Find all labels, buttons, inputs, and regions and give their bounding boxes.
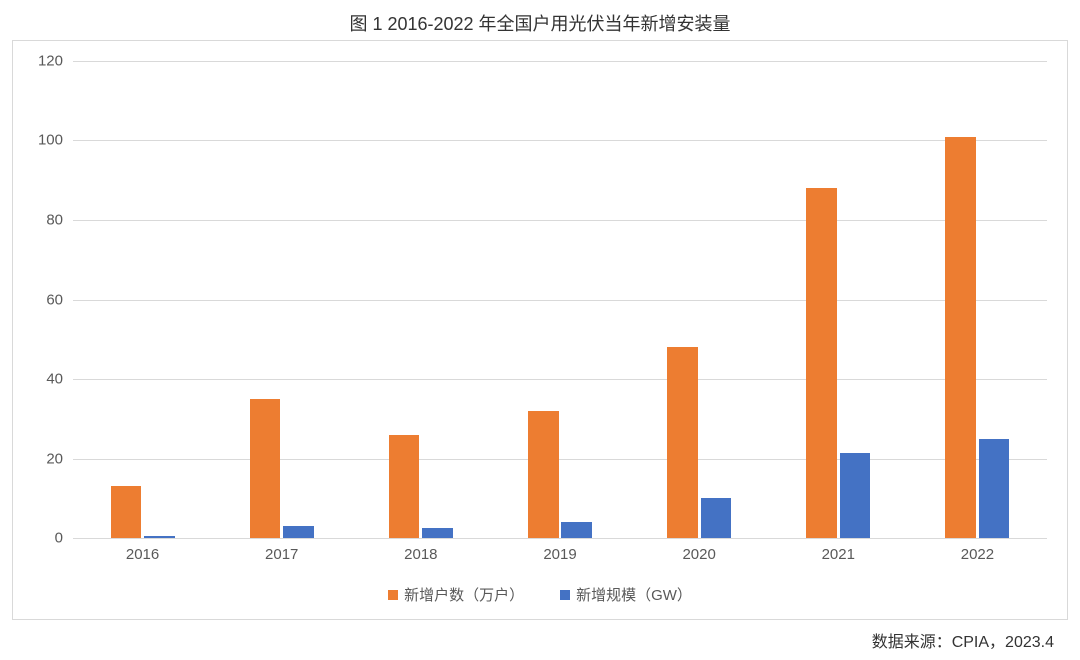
gridline: [73, 300, 1047, 301]
legend: 新增户数（万户） 新增规模（GW）: [13, 584, 1067, 605]
bar: [422, 528, 453, 538]
x-tick-label: 2018: [404, 538, 437, 563]
gridline: [73, 220, 1047, 221]
bar: [840, 453, 871, 538]
data-source-label: 数据来源：CPIA，2023.4: [872, 628, 1054, 652]
legend-item: 新增户数（万户）: [388, 584, 524, 605]
y-tick-label: 0: [55, 530, 73, 547]
legend-swatch: [560, 590, 570, 600]
bar: [111, 486, 142, 538]
chart-title: 图 1 2016-2022 年全国户用光伏当年新增安装量: [0, 0, 1080, 44]
x-tick-label: 2016: [126, 538, 159, 563]
bar: [945, 137, 976, 538]
y-tick-label: 80: [46, 211, 73, 228]
bar: [561, 522, 592, 538]
bar: [283, 526, 314, 538]
legend-swatch: [388, 590, 398, 600]
y-tick-label: 40: [46, 370, 73, 387]
gridline: [73, 459, 1047, 460]
legend-item: 新增规模（GW）: [560, 584, 692, 605]
bar: [701, 498, 732, 538]
bar: [250, 399, 281, 538]
bar: [979, 439, 1010, 538]
gridline: [73, 379, 1047, 380]
y-tick-label: 60: [46, 291, 73, 308]
legend-label: 新增规模（GW）: [576, 584, 692, 605]
bar: [667, 347, 698, 538]
x-tick-label: 2022: [961, 538, 994, 563]
bar: [806, 188, 837, 538]
y-tick-label: 120: [38, 53, 73, 70]
plot-area: 0204060801001202016201720182019202020212…: [73, 61, 1047, 539]
x-tick-label: 2020: [682, 538, 715, 563]
x-tick-label: 2017: [265, 538, 298, 563]
gridline: [73, 140, 1047, 141]
gridline: [73, 61, 1047, 62]
bar: [528, 411, 559, 538]
chart-frame: 0 20 40 60 80 100 120 2016 2017 2018 2019 2020 2021 2…: [12, 40, 1068, 620]
y-tick-label: 20: [46, 450, 73, 467]
x-tick-label: 2021: [822, 538, 855, 563]
x-tick-label: 2019: [543, 538, 576, 563]
y-tick-label: 100: [38, 132, 73, 149]
bar: [389, 435, 420, 538]
legend-label: 新增户数（万户）: [404, 584, 524, 605]
